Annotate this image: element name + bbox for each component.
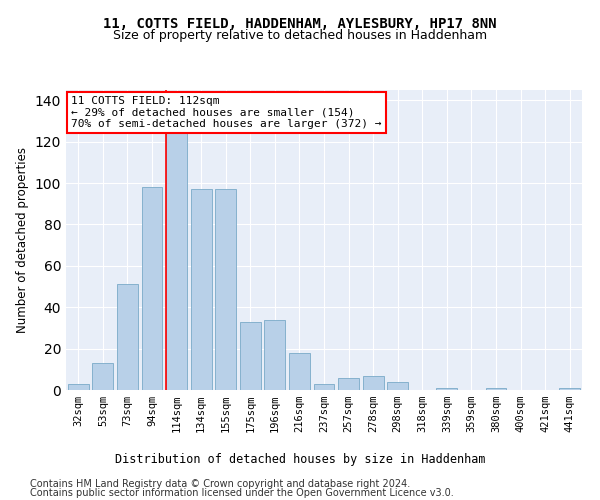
Bar [485,388,506,390]
Bar [142,187,163,390]
Text: 11, COTTS FIELD, HADDENHAM, AYLESBURY, HP17 8NN: 11, COTTS FIELD, HADDENHAM, AYLESBURY, H… [103,18,497,32]
Bar [559,388,580,390]
Bar [338,378,359,390]
Bar [314,384,334,390]
Y-axis label: Number of detached properties: Number of detached properties [16,147,29,333]
Bar [240,322,261,390]
Bar [117,284,138,390]
Bar [92,363,113,390]
Bar [265,320,286,390]
Text: Size of property relative to detached houses in Haddenham: Size of property relative to detached ho… [113,29,487,42]
Text: Contains public sector information licensed under the Open Government Licence v3: Contains public sector information licen… [30,488,454,498]
Bar [166,121,187,390]
Bar [387,382,408,390]
Bar [191,190,212,390]
Bar [362,376,383,390]
Text: 11 COTTS FIELD: 112sqm
← 29% of detached houses are smaller (154)
70% of semi-de: 11 COTTS FIELD: 112sqm ← 29% of detached… [71,96,382,129]
Bar [68,384,89,390]
Bar [436,388,457,390]
Bar [215,190,236,390]
Bar [289,353,310,390]
Text: Contains HM Land Registry data © Crown copyright and database right 2024.: Contains HM Land Registry data © Crown c… [30,479,410,489]
Text: Distribution of detached houses by size in Haddenham: Distribution of detached houses by size … [115,452,485,466]
